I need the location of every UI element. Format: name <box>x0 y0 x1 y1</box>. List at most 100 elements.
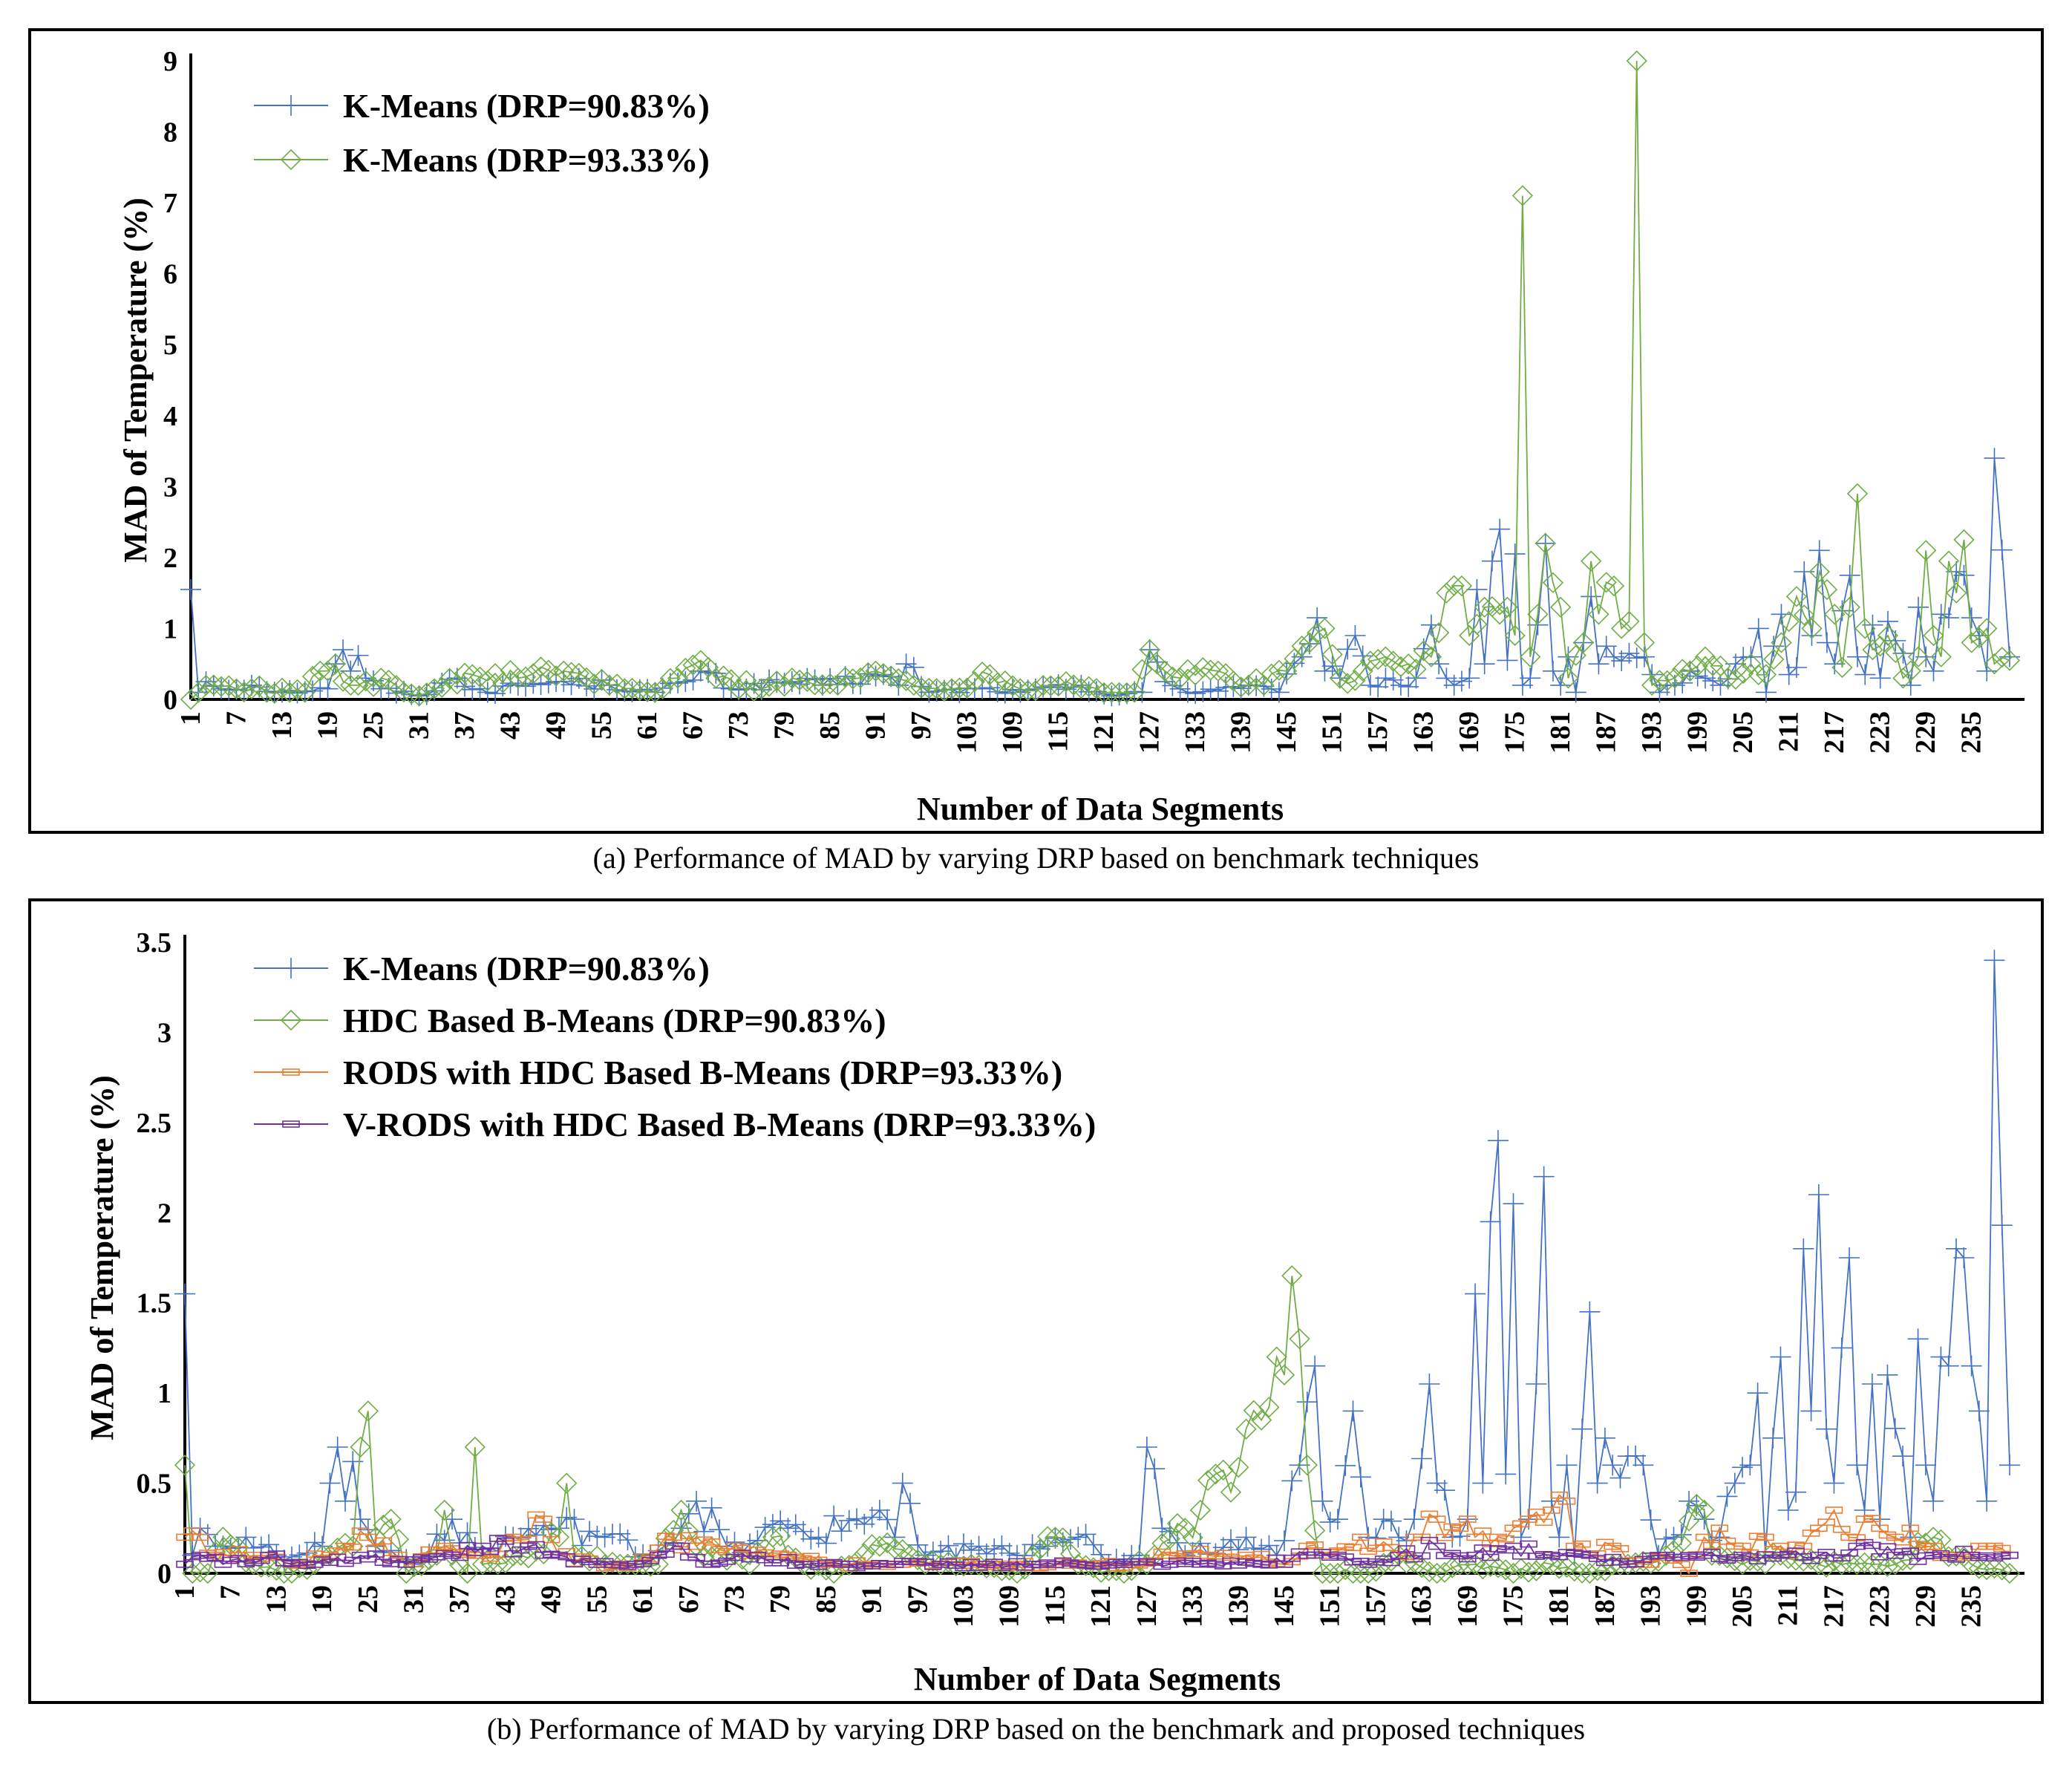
data-point <box>1367 648 1389 670</box>
data-point <box>647 1553 669 1575</box>
data-point <box>357 1400 379 1422</box>
data-point <box>733 1544 751 1553</box>
data-point <box>174 1283 195 1305</box>
data-point <box>1159 1528 1180 1550</box>
data-point <box>556 1472 578 1494</box>
y-tick-label: 0.5 <box>137 1469 172 1500</box>
data-point <box>1344 625 1366 646</box>
data-point <box>1946 1238 1967 1259</box>
data-point <box>457 1562 478 1584</box>
data-point <box>426 1524 448 1545</box>
data-point <box>317 660 339 682</box>
data-point <box>1535 532 1556 554</box>
data-point <box>1205 1463 1226 1485</box>
data-point <box>1884 1417 1906 1439</box>
data-point <box>1709 1544 1731 1567</box>
data-point <box>788 669 811 691</box>
x-tick-label: 85 <box>811 1585 842 1613</box>
x-tick-label: 193 <box>1636 711 1667 754</box>
data-point <box>1542 572 1564 593</box>
data-point <box>926 678 947 699</box>
data-point <box>1527 1508 1546 1516</box>
data-point <box>670 1499 692 1521</box>
data-point <box>1626 50 1647 72</box>
data-point <box>1907 1328 1929 1350</box>
data-point <box>1892 1446 1914 1467</box>
data-point <box>367 1550 385 1558</box>
data-point <box>652 678 673 699</box>
data-point <box>249 675 270 696</box>
data-point <box>1840 1549 1858 1557</box>
y-tick-label: 1 <box>163 613 177 644</box>
data-point <box>1382 1544 1400 1552</box>
data-point <box>480 1552 501 1573</box>
x-tick-label: 127 <box>1134 711 1166 754</box>
data-point <box>1480 1555 1501 1577</box>
data-point <box>188 682 209 703</box>
data-point <box>961 1539 982 1561</box>
data-point <box>561 662 582 683</box>
x-tick-label: 115 <box>1043 711 1074 752</box>
data-point <box>968 1535 990 1557</box>
data-point <box>857 662 879 684</box>
data-point <box>1428 1515 1446 1523</box>
x-tick-label: 199 <box>1681 1585 1712 1628</box>
data-point <box>1312 1562 1333 1584</box>
data-point <box>1839 596 1860 618</box>
data-point <box>774 676 795 697</box>
x-tick-label: 67 <box>678 711 709 740</box>
data-point <box>1207 660 1229 682</box>
data-point <box>1861 1374 1883 1394</box>
data-point <box>1558 667 1579 689</box>
data-point <box>1314 660 1336 682</box>
data-point <box>1953 529 1975 551</box>
data-point <box>1763 636 1785 657</box>
data-point <box>1258 1397 1280 1418</box>
x-tick-label: 187 <box>1589 1585 1621 1628</box>
data-point <box>1344 1544 1362 1552</box>
data-point <box>1595 572 1617 593</box>
y-tick-label: 2 <box>157 1198 171 1229</box>
data-point <box>182 1562 203 1584</box>
x-tick-label: 205 <box>1727 1585 1758 1628</box>
data-point <box>1656 670 1678 691</box>
data-point <box>1794 604 1815 626</box>
data-point <box>1808 540 1830 561</box>
data-point <box>1489 604 1511 625</box>
series-line <box>184 1276 2010 1576</box>
data-point <box>1877 624 1899 647</box>
data-point <box>1192 657 1214 679</box>
data-point <box>1984 448 2005 469</box>
data-point <box>762 1514 783 1535</box>
data-point <box>1831 656 1853 679</box>
data-point <box>800 1528 822 1550</box>
data-point <box>1321 644 1343 665</box>
data-point <box>1710 674 1731 696</box>
data-point <box>1991 1215 2013 1236</box>
data-point <box>1595 636 1617 657</box>
data-point <box>1793 1238 1814 1259</box>
y-tick-label: 2 <box>163 543 177 574</box>
data-point <box>1238 674 1260 696</box>
data-point <box>1459 667 1480 689</box>
data-point <box>497 1537 514 1545</box>
data-point <box>1563 1560 1585 1582</box>
data-point <box>1817 1518 1835 1526</box>
data-point <box>1403 1509 1425 1530</box>
data-point <box>1375 646 1396 667</box>
data-point <box>1672 1561 1690 1569</box>
data-point <box>846 1551 868 1573</box>
y-tick-label: 1 <box>157 1378 171 1409</box>
data-point <box>1075 1524 1097 1545</box>
data-point <box>359 1533 377 1541</box>
data-point <box>1611 618 1633 639</box>
data-point <box>584 673 605 695</box>
x-tick-label: 223 <box>1864 1585 1895 1628</box>
x-tick-label: 61 <box>632 711 663 740</box>
series-k-means-drp-93-33 <box>180 50 2021 711</box>
data-point <box>1556 1455 1578 1476</box>
data-point <box>758 676 780 697</box>
data-point <box>922 1550 944 1572</box>
data-point <box>1778 610 1800 633</box>
data-point <box>1250 1409 1272 1431</box>
